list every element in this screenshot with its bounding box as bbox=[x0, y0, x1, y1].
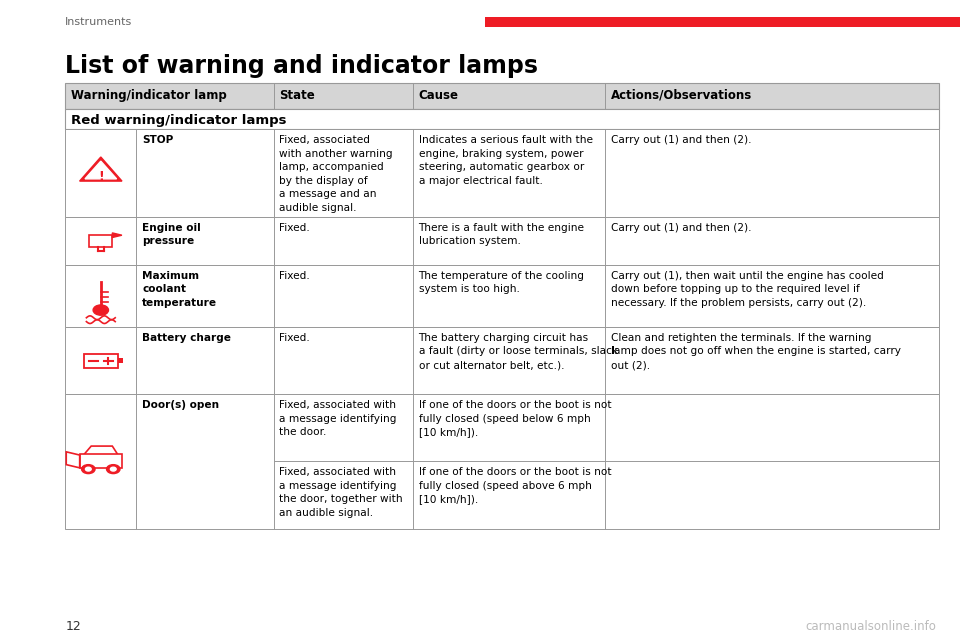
Text: Fixed.: Fixed. bbox=[279, 271, 310, 281]
Text: List of warning and indicator lamps: List of warning and indicator lamps bbox=[65, 54, 539, 78]
Text: Red warning/indicator lamps: Red warning/indicator lamps bbox=[71, 114, 286, 127]
Text: Clean and retighten the terminals. If the warning
lamp does not go off when the : Clean and retighten the terminals. If th… bbox=[611, 333, 900, 370]
Bar bbox=[84, 353, 118, 367]
Bar bbox=[65, 129, 939, 217]
Text: 12: 12 bbox=[65, 620, 81, 632]
Circle shape bbox=[85, 467, 91, 471]
Text: The temperature of the cooling
system is too high.: The temperature of the cooling system is… bbox=[419, 271, 585, 294]
Text: Cause: Cause bbox=[419, 89, 459, 102]
Text: Maximum
coolant
temperature: Maximum coolant temperature bbox=[142, 271, 217, 308]
Text: Actions/Observations: Actions/Observations bbox=[611, 89, 752, 102]
Text: carmanualsonline.info: carmanualsonline.info bbox=[805, 620, 936, 632]
Circle shape bbox=[82, 465, 95, 474]
Text: !: ! bbox=[98, 170, 104, 183]
Polygon shape bbox=[84, 446, 118, 455]
Text: Indicates a serious fault with the
engine, braking system, power
steering, autom: Indicates a serious fault with the engin… bbox=[419, 135, 592, 186]
Circle shape bbox=[93, 305, 108, 316]
Text: Engine oil
pressure: Engine oil pressure bbox=[142, 223, 201, 246]
Text: State: State bbox=[279, 89, 315, 102]
Text: Battery charge: Battery charge bbox=[142, 333, 231, 343]
Bar bbox=[89, 236, 112, 246]
Circle shape bbox=[110, 467, 116, 471]
Text: If one of the doors or the boot is not
fully closed (speed above 6 mph
[10 km/h]: If one of the doors or the boot is not f… bbox=[419, 467, 612, 504]
Polygon shape bbox=[80, 157, 122, 181]
Text: Fixed.: Fixed. bbox=[279, 333, 310, 343]
Bar bbox=[65, 327, 939, 394]
Text: Carry out (1) and then (2).: Carry out (1) and then (2). bbox=[611, 135, 751, 145]
Text: Warning/indicator lamp: Warning/indicator lamp bbox=[71, 89, 227, 102]
Polygon shape bbox=[85, 161, 116, 179]
Bar bbox=[485, 17, 960, 27]
Bar bbox=[80, 454, 122, 468]
Bar bbox=[65, 394, 939, 529]
Text: Carry out (1), then wait until the engine has cooled
down before topping up to t: Carry out (1), then wait until the engin… bbox=[611, 271, 883, 308]
Polygon shape bbox=[112, 233, 122, 237]
Text: Fixed.: Fixed. bbox=[279, 223, 310, 233]
Circle shape bbox=[107, 465, 120, 474]
Text: Carry out (1) and then (2).: Carry out (1) and then (2). bbox=[611, 223, 751, 233]
Text: STOP: STOP bbox=[142, 135, 174, 145]
Bar bbox=[65, 83, 939, 109]
Bar bbox=[65, 109, 939, 129]
Bar bbox=[65, 265, 939, 327]
Bar bbox=[65, 217, 939, 265]
Text: Instruments: Instruments bbox=[65, 17, 132, 27]
Text: The battery charging circuit has
a fault (dirty or loose terminals, slack
or cut: The battery charging circuit has a fault… bbox=[419, 333, 617, 370]
Text: Door(s) open: Door(s) open bbox=[142, 400, 219, 410]
Text: There is a fault with the engine
lubrication system.: There is a fault with the engine lubrica… bbox=[419, 223, 585, 246]
Text: Fixed, associated
with another warning
lamp, accompanied
by the display of
a mes: Fixed, associated with another warning l… bbox=[279, 135, 393, 213]
Text: If one of the doors or the boot is not
fully closed (speed below 6 mph
[10 km/h]: If one of the doors or the boot is not f… bbox=[419, 400, 612, 437]
Text: Fixed, associated with
a message identifying
the door, together with
an audible : Fixed, associated with a message identif… bbox=[279, 467, 403, 518]
Bar bbox=[118, 358, 123, 363]
Polygon shape bbox=[66, 452, 80, 468]
Text: Fixed, associated with
a message identifying
the door.: Fixed, associated with a message identif… bbox=[279, 400, 396, 437]
